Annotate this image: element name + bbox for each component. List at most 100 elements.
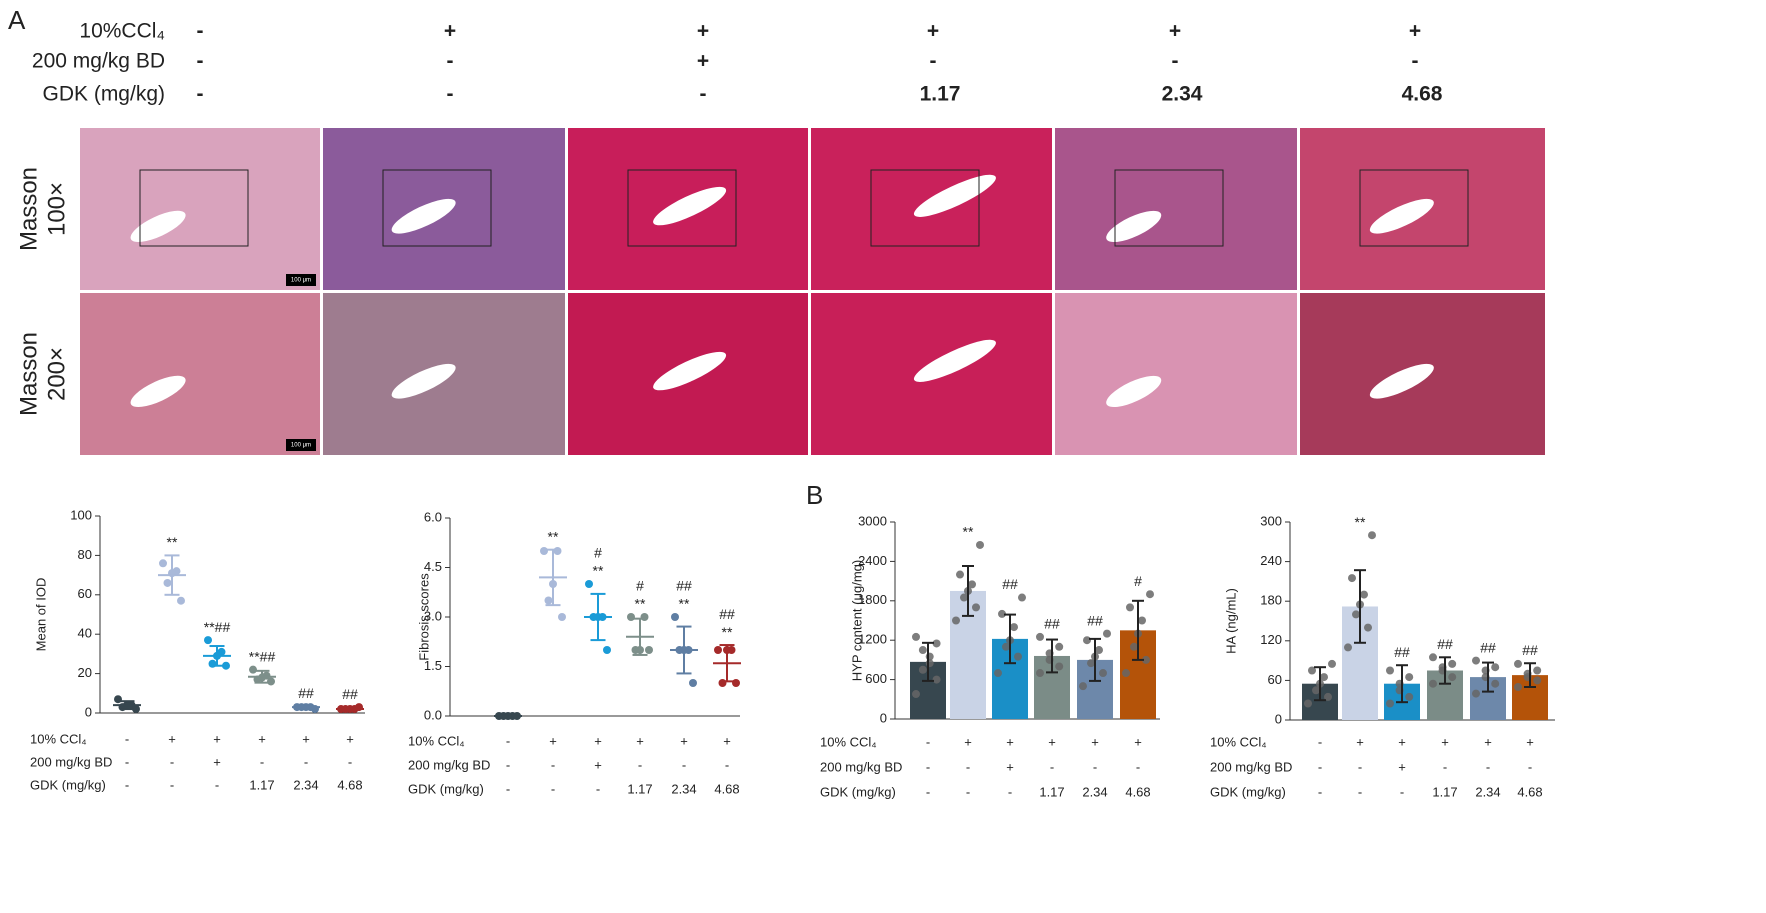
- point: [1472, 656, 1480, 665]
- vessel: [130, 375, 186, 407]
- vessel: [1369, 363, 1434, 399]
- y-tick-label: 3.0: [424, 608, 442, 623]
- condition: -: [1008, 784, 1012, 799]
- y-tick-label: 4.5: [424, 559, 442, 574]
- significance: **: [1355, 514, 1366, 530]
- significance: ##: [1044, 616, 1060, 632]
- point: [132, 705, 140, 714]
- zoom-box: [382, 169, 492, 247]
- condition: +: [213, 731, 221, 746]
- point: [1308, 666, 1316, 675]
- point: [689, 679, 697, 687]
- cell: 4.68: [1402, 83, 1443, 106]
- scale-bar-bg: [286, 439, 316, 451]
- condition: -: [926, 759, 930, 774]
- y-tick-label: 240: [1260, 553, 1282, 568]
- condition: 2.34: [293, 777, 318, 792]
- condition-label: GDK (mg/kg): [1210, 784, 1286, 799]
- point: [1448, 659, 1457, 668]
- row-label: 100×: [43, 182, 70, 236]
- y-axis-label: HYP content (μg/mg): [849, 560, 864, 681]
- vessel: [1369, 198, 1434, 234]
- cell: -: [197, 20, 204, 43]
- point: [976, 540, 984, 549]
- condition: +: [636, 733, 644, 748]
- condition-label: 10% CCl₄: [1210, 734, 1267, 749]
- condition: +: [1091, 734, 1099, 749]
- y-tick-label: 1200: [858, 632, 887, 647]
- cell: 1.17: [920, 83, 961, 106]
- condition-label: 10% CCl₄: [820, 734, 877, 749]
- zoom-box: [1114, 169, 1224, 247]
- cell: +: [1169, 20, 1181, 43]
- condition: -: [725, 757, 729, 772]
- significance: ##: [1437, 636, 1453, 652]
- y-tick-label: 60: [78, 586, 92, 601]
- cell: -: [447, 50, 454, 73]
- significance: ##: [1087, 612, 1103, 628]
- condition: -: [1358, 784, 1362, 799]
- point: [1386, 666, 1394, 675]
- cell: +: [927, 20, 939, 43]
- significance: ##: [1480, 639, 1496, 655]
- y-axis-label: Mean of IOD: [33, 578, 48, 652]
- condition: 2.34: [1475, 784, 1500, 799]
- condition: +: [723, 733, 731, 748]
- point: [204, 636, 212, 645]
- point: [267, 677, 275, 686]
- condition-label: 200 mg/kg BD: [820, 759, 902, 774]
- point: [1055, 662, 1064, 671]
- row-label: 200×: [43, 347, 70, 401]
- point: [222, 661, 230, 670]
- significance: #: [594, 545, 602, 561]
- condition: -: [170, 777, 174, 792]
- row-label: Masson: [15, 332, 42, 416]
- condition-label: GDK (mg/kg): [408, 781, 484, 796]
- condition: +: [1356, 734, 1364, 749]
- micrograph: [1055, 293, 1297, 455]
- point: [1429, 679, 1437, 688]
- condition: +: [1526, 734, 1534, 749]
- condition: -: [170, 754, 174, 769]
- zoom-box: [870, 169, 980, 247]
- point: [1122, 669, 1130, 678]
- point: [960, 593, 968, 602]
- vessel: [653, 186, 727, 226]
- point: [1014, 652, 1022, 661]
- condition: -: [596, 781, 600, 796]
- vessel: [653, 351, 727, 391]
- zoom-box: [1359, 169, 1469, 247]
- y-tick-label: 1.5: [424, 658, 442, 673]
- y-tick-label: 6.0: [424, 509, 442, 524]
- condition: +: [1134, 734, 1142, 749]
- significance: **: [722, 624, 733, 640]
- significance: **: [167, 534, 178, 550]
- vessel: [391, 363, 456, 399]
- point: [918, 646, 927, 655]
- vessel: [913, 174, 996, 217]
- point: [1055, 642, 1064, 651]
- point: [553, 547, 562, 555]
- significance: #: [1134, 573, 1142, 589]
- point: [1002, 642, 1010, 651]
- point: [1010, 623, 1018, 632]
- point: [1304, 699, 1312, 708]
- significance: **: [593, 563, 604, 579]
- condition: -: [304, 754, 308, 769]
- point: [1142, 655, 1150, 664]
- y-tick-label: 300: [1260, 513, 1282, 528]
- condition: +: [1398, 734, 1406, 749]
- point: [932, 639, 941, 648]
- condition: +: [1441, 734, 1449, 749]
- condition: +: [1484, 734, 1492, 749]
- row-label: Masson: [15, 167, 42, 251]
- condition: 4.68: [1517, 784, 1542, 799]
- significance: ##: [676, 578, 692, 594]
- point: [1036, 669, 1044, 678]
- significance: ##: [298, 685, 314, 701]
- condition: +: [594, 757, 602, 772]
- condition: -: [506, 757, 510, 772]
- panel-label: B: [806, 480, 823, 510]
- significance: **##: [249, 648, 276, 664]
